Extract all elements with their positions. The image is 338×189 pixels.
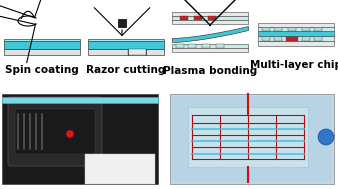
FancyBboxPatch shape — [216, 44, 224, 48]
Bar — [118, 19, 126, 27]
FancyBboxPatch shape — [172, 20, 248, 24]
FancyBboxPatch shape — [258, 36, 334, 41]
FancyBboxPatch shape — [172, 44, 248, 48]
Bar — [188, 107, 308, 167]
Bar — [170, 94, 334, 184]
FancyBboxPatch shape — [286, 36, 298, 41]
FancyBboxPatch shape — [188, 44, 196, 48]
Text: Razor cutting: Razor cutting — [86, 65, 166, 75]
FancyBboxPatch shape — [314, 36, 322, 41]
Bar — [172, 96, 332, 182]
FancyBboxPatch shape — [172, 12, 248, 16]
Bar — [2, 94, 158, 184]
FancyBboxPatch shape — [172, 16, 248, 20]
FancyBboxPatch shape — [128, 49, 146, 55]
FancyBboxPatch shape — [88, 49, 164, 55]
FancyBboxPatch shape — [258, 41, 334, 46]
FancyBboxPatch shape — [180, 16, 188, 20]
FancyBboxPatch shape — [314, 27, 322, 31]
Circle shape — [318, 129, 334, 145]
FancyBboxPatch shape — [8, 97, 102, 166]
FancyBboxPatch shape — [4, 41, 80, 49]
FancyBboxPatch shape — [4, 39, 80, 41]
Text: Spin coating: Spin coating — [5, 65, 79, 75]
FancyBboxPatch shape — [258, 31, 334, 36]
FancyBboxPatch shape — [88, 41, 164, 49]
Text: Plasma bonding: Plasma bonding — [163, 66, 257, 76]
FancyBboxPatch shape — [258, 23, 334, 27]
FancyBboxPatch shape — [258, 27, 334, 31]
FancyBboxPatch shape — [288, 27, 296, 31]
FancyBboxPatch shape — [288, 36, 296, 41]
FancyBboxPatch shape — [274, 36, 282, 41]
Circle shape — [66, 130, 74, 138]
Text: Multi-layer chip: Multi-layer chip — [250, 60, 338, 70]
FancyBboxPatch shape — [208, 16, 216, 20]
FancyBboxPatch shape — [302, 36, 310, 41]
FancyBboxPatch shape — [4, 49, 80, 55]
FancyBboxPatch shape — [172, 48, 248, 52]
FancyBboxPatch shape — [88, 39, 164, 41]
FancyBboxPatch shape — [274, 27, 282, 31]
Bar — [85, 154, 155, 184]
Bar — [2, 97, 158, 103]
FancyBboxPatch shape — [302, 27, 310, 31]
FancyBboxPatch shape — [176, 44, 184, 48]
FancyBboxPatch shape — [262, 27, 270, 31]
Bar — [15, 109, 95, 154]
FancyBboxPatch shape — [262, 36, 270, 41]
FancyBboxPatch shape — [194, 16, 202, 20]
FancyBboxPatch shape — [202, 44, 210, 48]
